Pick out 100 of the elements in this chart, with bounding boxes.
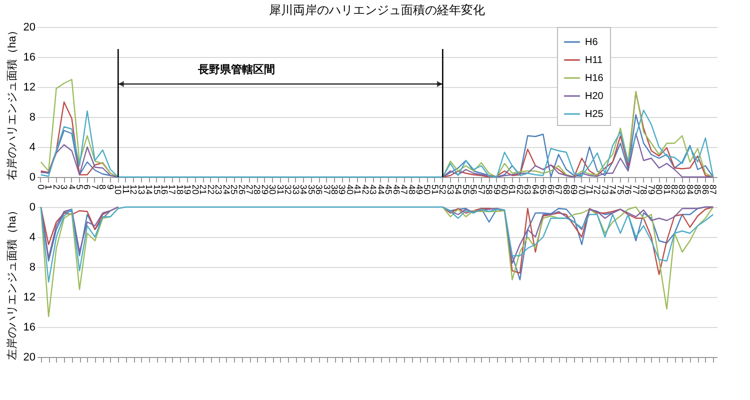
x-tick-label: 80 <box>654 184 664 195</box>
x-tick-label: 50 <box>422 184 432 195</box>
x-tick-label: 36 <box>314 184 324 195</box>
x-tick-label: 12 <box>128 184 139 195</box>
y-tick-label: 20 <box>23 22 36 34</box>
x-tick-label: 87 <box>708 184 718 195</box>
legend-label: H6 <box>585 37 598 48</box>
x-tick-label: 70 <box>576 184 587 195</box>
x-tick-label: 49 <box>414 184 424 195</box>
x-tick-label: 21 <box>198 184 208 195</box>
x-tick-label: 16 <box>160 184 170 195</box>
x-tick-label: 62 <box>514 184 525 195</box>
x-tick-label: 83 <box>677 184 688 195</box>
x-tick-label: 66 <box>546 184 556 195</box>
x-tick-label: 38 <box>330 184 340 195</box>
x-tick-label: 25 <box>229 184 240 195</box>
x-tick-label: 81 <box>662 184 672 195</box>
x-tick-label: 2 <box>51 184 62 190</box>
x-tick-label: 6 <box>82 184 92 190</box>
x-tick-label: 41 <box>352 184 363 195</box>
x-tick-label: 1 <box>44 184 54 190</box>
x-tick-label: 3 <box>59 184 70 190</box>
x-tick-label: 53 <box>445 184 456 195</box>
x-tick-label: 54 <box>453 184 464 195</box>
y-tick-label: 12 <box>23 292 36 304</box>
legend-label: H20 <box>585 91 604 102</box>
y-axis-title: 左岸のハリエンジュ面積（ha） <box>5 204 18 360</box>
x-tick-label: 74 <box>608 184 618 195</box>
x-tick-label: 40 <box>344 184 355 195</box>
x-tick-label: 61 <box>507 184 518 195</box>
x-tick-label: 76 <box>623 184 634 195</box>
x-tick-label: 17 <box>167 184 178 195</box>
y-tick-label: 16 <box>23 52 36 64</box>
x-tick-label: 20 <box>190 184 200 195</box>
x-tick-label: 77 <box>630 184 641 195</box>
y-tick-label: 8 <box>29 112 36 124</box>
x-tick-label: 78 <box>638 184 649 195</box>
x-tick-label: 5 <box>74 184 84 190</box>
x-tick-label: 19 <box>182 184 193 195</box>
x-tick-label: 46 <box>391 184 402 195</box>
annotation: 長野県管轄区間 <box>197 63 276 76</box>
x-tick-label: 65 <box>538 184 548 195</box>
x-tick-label: 34 <box>298 184 309 195</box>
x-tick-label: 79 <box>646 184 656 195</box>
y-tick-label: 4 <box>29 142 36 154</box>
x-tick-label: 29 <box>260 184 270 195</box>
x-tick-label: 8 <box>98 184 108 190</box>
x-tick-label: 13 <box>136 184 146 195</box>
x-tick-label: 30 <box>268 184 278 195</box>
x-tick-label: 85 <box>692 184 703 195</box>
y-tick-label: 12 <box>23 82 36 94</box>
x-tick-label: 71 <box>584 184 594 195</box>
x-tick-label: 47 <box>399 184 410 195</box>
x-tick-label: 27 <box>244 184 254 195</box>
x-tick-label: 14 <box>144 184 154 195</box>
x-tick-label: 0 <box>36 184 46 190</box>
x-tick-label: 23 <box>214 184 224 195</box>
x-tick-label: 15 <box>152 184 162 195</box>
chart-title: 犀川両岸のハリエンジュ面積の経年変化 <box>269 3 485 17</box>
y-tick-label: 8 <box>29 262 36 274</box>
y-tick-label: 0 <box>29 202 36 214</box>
x-tick-label: 10 <box>113 184 124 195</box>
x-tick-label: 7 <box>90 184 100 190</box>
x-tick-label: 33 <box>290 184 301 195</box>
x-tick-label: 32 <box>283 184 294 195</box>
x-tick-label: 28 <box>252 184 262 195</box>
x-tick-label: 35 <box>306 184 316 195</box>
y-tick-label: 4 <box>29 232 36 244</box>
x-tick-label: 52 <box>438 184 448 195</box>
x-tick-label: 48 <box>406 184 417 195</box>
x-tick-label: 9 <box>105 184 116 190</box>
x-tick-label: 22 <box>206 184 216 195</box>
x-tick-label: 56 <box>468 184 479 195</box>
x-tick-label: 86 <box>700 184 710 195</box>
legend-label: H16 <box>585 73 604 84</box>
x-tick-label: 26 <box>236 184 247 195</box>
x-tick-label: 44 <box>376 184 386 195</box>
x-tick-label: 51 <box>430 184 440 195</box>
x-tick-label: 67 <box>554 184 564 195</box>
legend-label: H25 <box>585 109 604 120</box>
x-tick-label: 59 <box>492 184 502 195</box>
x-tick-label: 31 <box>275 184 286 195</box>
x-tick-label: 60 <box>500 184 510 195</box>
x-tick-label: 82 <box>670 184 680 195</box>
x-tick-label: 68 <box>561 184 572 195</box>
x-tick-label: 73 <box>600 184 610 195</box>
x-tick-label: 75 <box>615 184 626 195</box>
legend-label: H11 <box>585 55 604 66</box>
x-tick-label: 57 <box>476 184 486 195</box>
x-tick-label: 11 <box>120 184 131 194</box>
y-tick-label: 16 <box>23 322 36 334</box>
y-tick-label: 20 <box>23 352 36 364</box>
x-tick-label: 42 <box>360 184 370 195</box>
x-tick-label: 84 <box>684 184 695 195</box>
x-tick-label: 72 <box>592 184 602 195</box>
x-tick-label: 4 <box>66 184 77 190</box>
x-tick-label: 69 <box>569 184 580 195</box>
x-tick-label: 58 <box>484 184 494 195</box>
x-tick-label: 64 <box>530 184 540 195</box>
x-tick-label: 43 <box>368 184 378 195</box>
